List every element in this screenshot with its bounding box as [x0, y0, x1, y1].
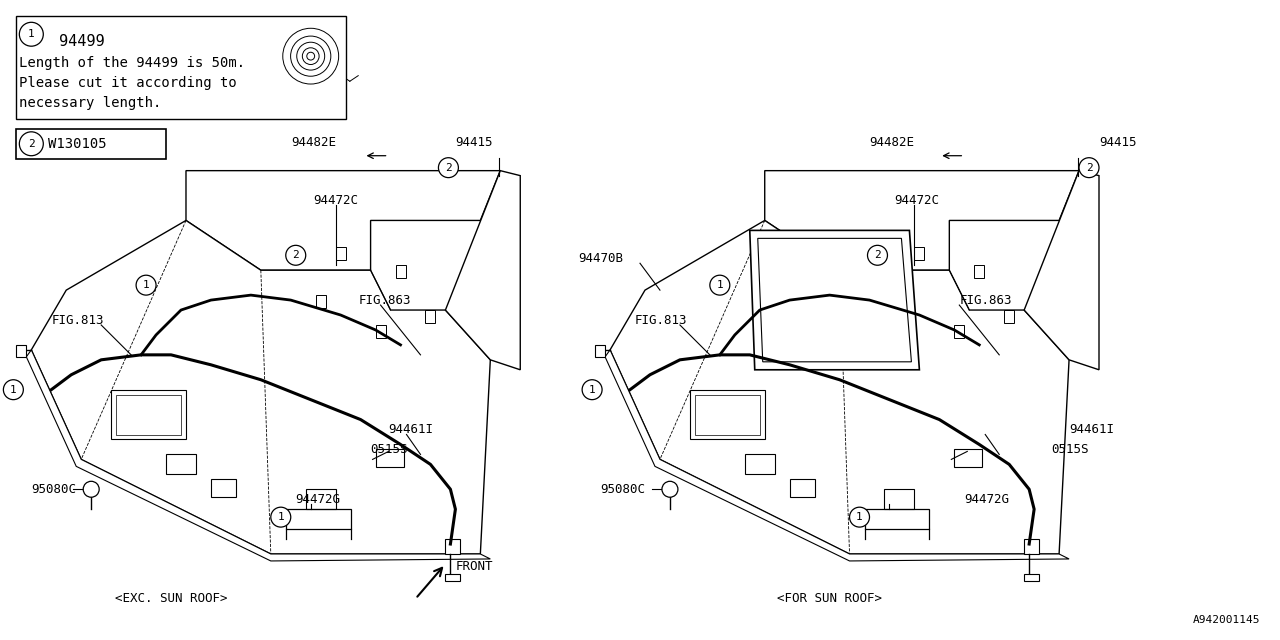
- Text: 0515S: 0515S: [1051, 443, 1088, 456]
- Polygon shape: [1024, 539, 1039, 554]
- Polygon shape: [884, 489, 914, 509]
- Circle shape: [4, 380, 23, 399]
- Polygon shape: [690, 390, 764, 440]
- Text: FIG.863: FIG.863: [959, 294, 1011, 307]
- Polygon shape: [166, 454, 196, 474]
- Polygon shape: [375, 325, 385, 338]
- Polygon shape: [17, 345, 27, 357]
- Text: 2: 2: [292, 250, 300, 260]
- Circle shape: [285, 245, 306, 265]
- Polygon shape: [211, 479, 236, 497]
- Text: 94461I: 94461I: [389, 423, 434, 436]
- Polygon shape: [445, 171, 520, 370]
- Polygon shape: [31, 220, 490, 554]
- Polygon shape: [764, 171, 1079, 270]
- Circle shape: [710, 275, 730, 295]
- Text: 94415: 94415: [456, 136, 493, 149]
- Text: 2: 2: [874, 250, 881, 260]
- Text: 94472C: 94472C: [895, 194, 940, 207]
- Text: W130105: W130105: [49, 137, 108, 151]
- Polygon shape: [1005, 310, 1014, 323]
- Text: 2: 2: [1085, 163, 1092, 173]
- Text: 94482E: 94482E: [291, 136, 335, 149]
- Text: Length of the 94499 is 50m.: Length of the 94499 is 50m.: [19, 56, 246, 70]
- Bar: [17, 129, 166, 159]
- Polygon shape: [1024, 574, 1039, 581]
- Circle shape: [136, 275, 156, 295]
- Text: 1: 1: [278, 512, 284, 522]
- Text: 1: 1: [28, 29, 35, 39]
- Polygon shape: [955, 449, 982, 467]
- Text: 94482E: 94482E: [869, 136, 914, 149]
- Text: 2: 2: [445, 163, 452, 173]
- Text: 94472C: 94472C: [314, 194, 358, 207]
- Text: 1: 1: [717, 280, 723, 290]
- Text: 1: 1: [589, 385, 595, 395]
- Circle shape: [439, 157, 458, 178]
- Polygon shape: [955, 325, 964, 338]
- Polygon shape: [790, 479, 814, 497]
- Text: Please cut it according to: Please cut it according to: [19, 76, 237, 90]
- Circle shape: [83, 481, 99, 497]
- Text: 94461I: 94461I: [1069, 423, 1114, 436]
- Text: necessary length.: necessary length.: [19, 96, 161, 110]
- Text: 1: 1: [10, 385, 17, 395]
- Text: 94415: 94415: [1100, 136, 1137, 149]
- Text: 2: 2: [28, 139, 35, 148]
- Polygon shape: [605, 350, 1069, 561]
- Text: 95080C: 95080C: [600, 483, 645, 496]
- Circle shape: [19, 132, 44, 156]
- Polygon shape: [750, 230, 919, 370]
- Text: 1: 1: [856, 512, 863, 522]
- Text: FIG.813: FIG.813: [51, 314, 104, 326]
- Polygon shape: [316, 295, 325, 308]
- Text: 1: 1: [142, 280, 150, 290]
- Text: <FOR SUN ROOF>: <FOR SUN ROOF>: [777, 592, 882, 605]
- Text: 94470B: 94470B: [579, 252, 623, 265]
- Text: 0515S: 0515S: [371, 443, 408, 456]
- Text: <EXC. SUN ROOF>: <EXC. SUN ROOF>: [115, 592, 228, 605]
- Circle shape: [850, 507, 869, 527]
- Polygon shape: [745, 454, 774, 474]
- Polygon shape: [306, 489, 335, 509]
- Polygon shape: [425, 310, 435, 323]
- Polygon shape: [914, 247, 924, 260]
- Bar: [17, 17, 346, 119]
- Circle shape: [868, 245, 887, 265]
- Text: 94472G: 94472G: [296, 493, 340, 506]
- Circle shape: [582, 380, 602, 399]
- Text: FIG.863: FIG.863: [358, 294, 411, 307]
- Polygon shape: [27, 350, 490, 561]
- Text: 94472G: 94472G: [964, 493, 1010, 506]
- Polygon shape: [396, 265, 406, 278]
- Polygon shape: [445, 574, 461, 581]
- Polygon shape: [445, 539, 461, 554]
- Circle shape: [662, 481, 678, 497]
- Polygon shape: [595, 345, 605, 357]
- Polygon shape: [1024, 171, 1100, 370]
- Text: 95080C: 95080C: [31, 483, 77, 496]
- Text: A942001145: A942001145: [1193, 614, 1261, 625]
- Circle shape: [19, 22, 44, 46]
- Polygon shape: [111, 390, 186, 440]
- Text: FRONT: FRONT: [456, 561, 493, 573]
- Polygon shape: [895, 295, 905, 308]
- Text: 94499: 94499: [59, 35, 105, 49]
- Circle shape: [283, 28, 339, 84]
- Polygon shape: [186, 171, 500, 270]
- Polygon shape: [974, 265, 984, 278]
- Circle shape: [271, 507, 291, 527]
- Polygon shape: [335, 247, 346, 260]
- Polygon shape: [611, 220, 1069, 554]
- Circle shape: [1079, 157, 1100, 178]
- Polygon shape: [375, 449, 403, 467]
- Text: FIG.813: FIG.813: [635, 314, 687, 326]
